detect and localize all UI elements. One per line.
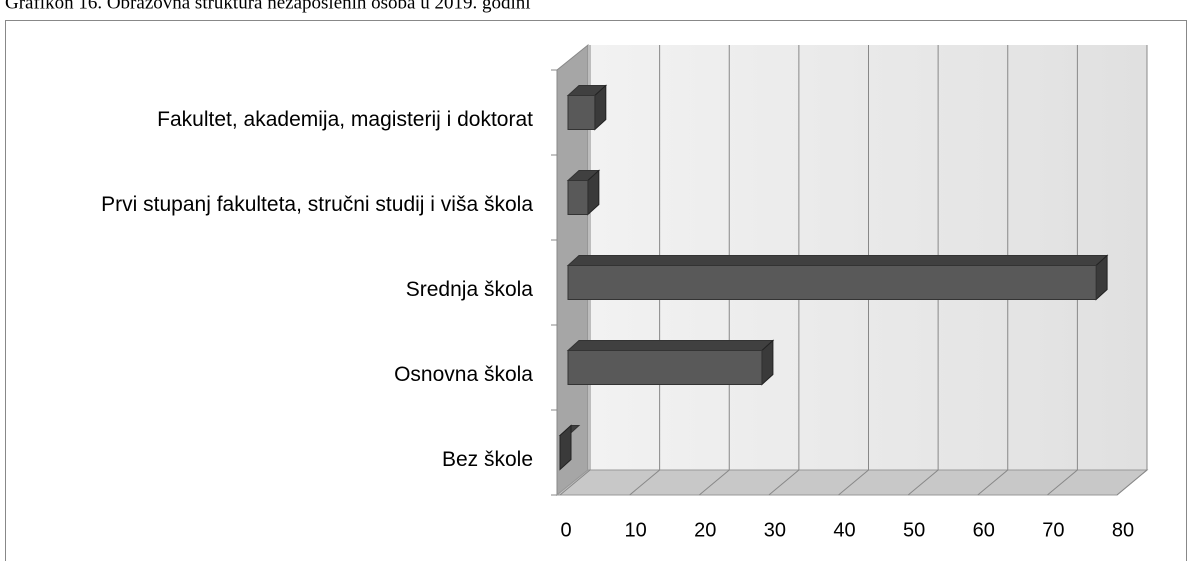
bar-front bbox=[567, 265, 1097, 300]
chart-title: Grafikon 16. Obrazovna struktura nezapos… bbox=[5, 0, 531, 13]
grid-line bbox=[1047, 45, 1078, 496]
grid-line bbox=[629, 45, 661, 496]
grid-line bbox=[907, 45, 939, 496]
x-tick-label: 60 bbox=[973, 519, 995, 541]
y-tick-label: Fakultet, akademija, magisterij i doktor… bbox=[157, 108, 533, 131]
x-tick-label: 20 bbox=[694, 519, 716, 541]
bar bbox=[566, 339, 775, 386]
bar bbox=[566, 84, 608, 131]
x-tick-label: 50 bbox=[903, 519, 925, 541]
x-tick-label: 80 bbox=[1112, 519, 1134, 541]
bar bbox=[566, 169, 601, 216]
bar-top bbox=[566, 340, 775, 351]
x-tick-label: 10 bbox=[625, 519, 647, 541]
grid-line bbox=[1116, 45, 1148, 496]
x-tick-label: 40 bbox=[833, 519, 855, 541]
grid-line bbox=[838, 45, 869, 496]
grid-line bbox=[977, 45, 1009, 496]
floor bbox=[555, 469, 1149, 496]
bar-top bbox=[566, 255, 1109, 266]
x-tick-label: 0 bbox=[560, 519, 571, 541]
grid-line bbox=[768, 45, 800, 496]
bar bbox=[566, 254, 1109, 301]
grid-line bbox=[698, 45, 730, 496]
bar-front bbox=[567, 350, 763, 385]
y-tick-label: Osnovna škola bbox=[394, 363, 533, 386]
bar bbox=[558, 424, 581, 471]
bar-front bbox=[567, 95, 596, 130]
bar-end bbox=[559, 424, 572, 471]
bar-front bbox=[567, 180, 589, 215]
x-tick-label: 30 bbox=[764, 519, 786, 541]
y-tick-label: Bez škole bbox=[442, 448, 533, 471]
x-tick-label: 70 bbox=[1042, 519, 1064, 541]
y-tick-label: Prvi stupanj fakulteta, stručni studij i… bbox=[101, 193, 533, 216]
y-tick-label: Srednja škola bbox=[406, 278, 534, 301]
bars bbox=[558, 84, 1109, 471]
